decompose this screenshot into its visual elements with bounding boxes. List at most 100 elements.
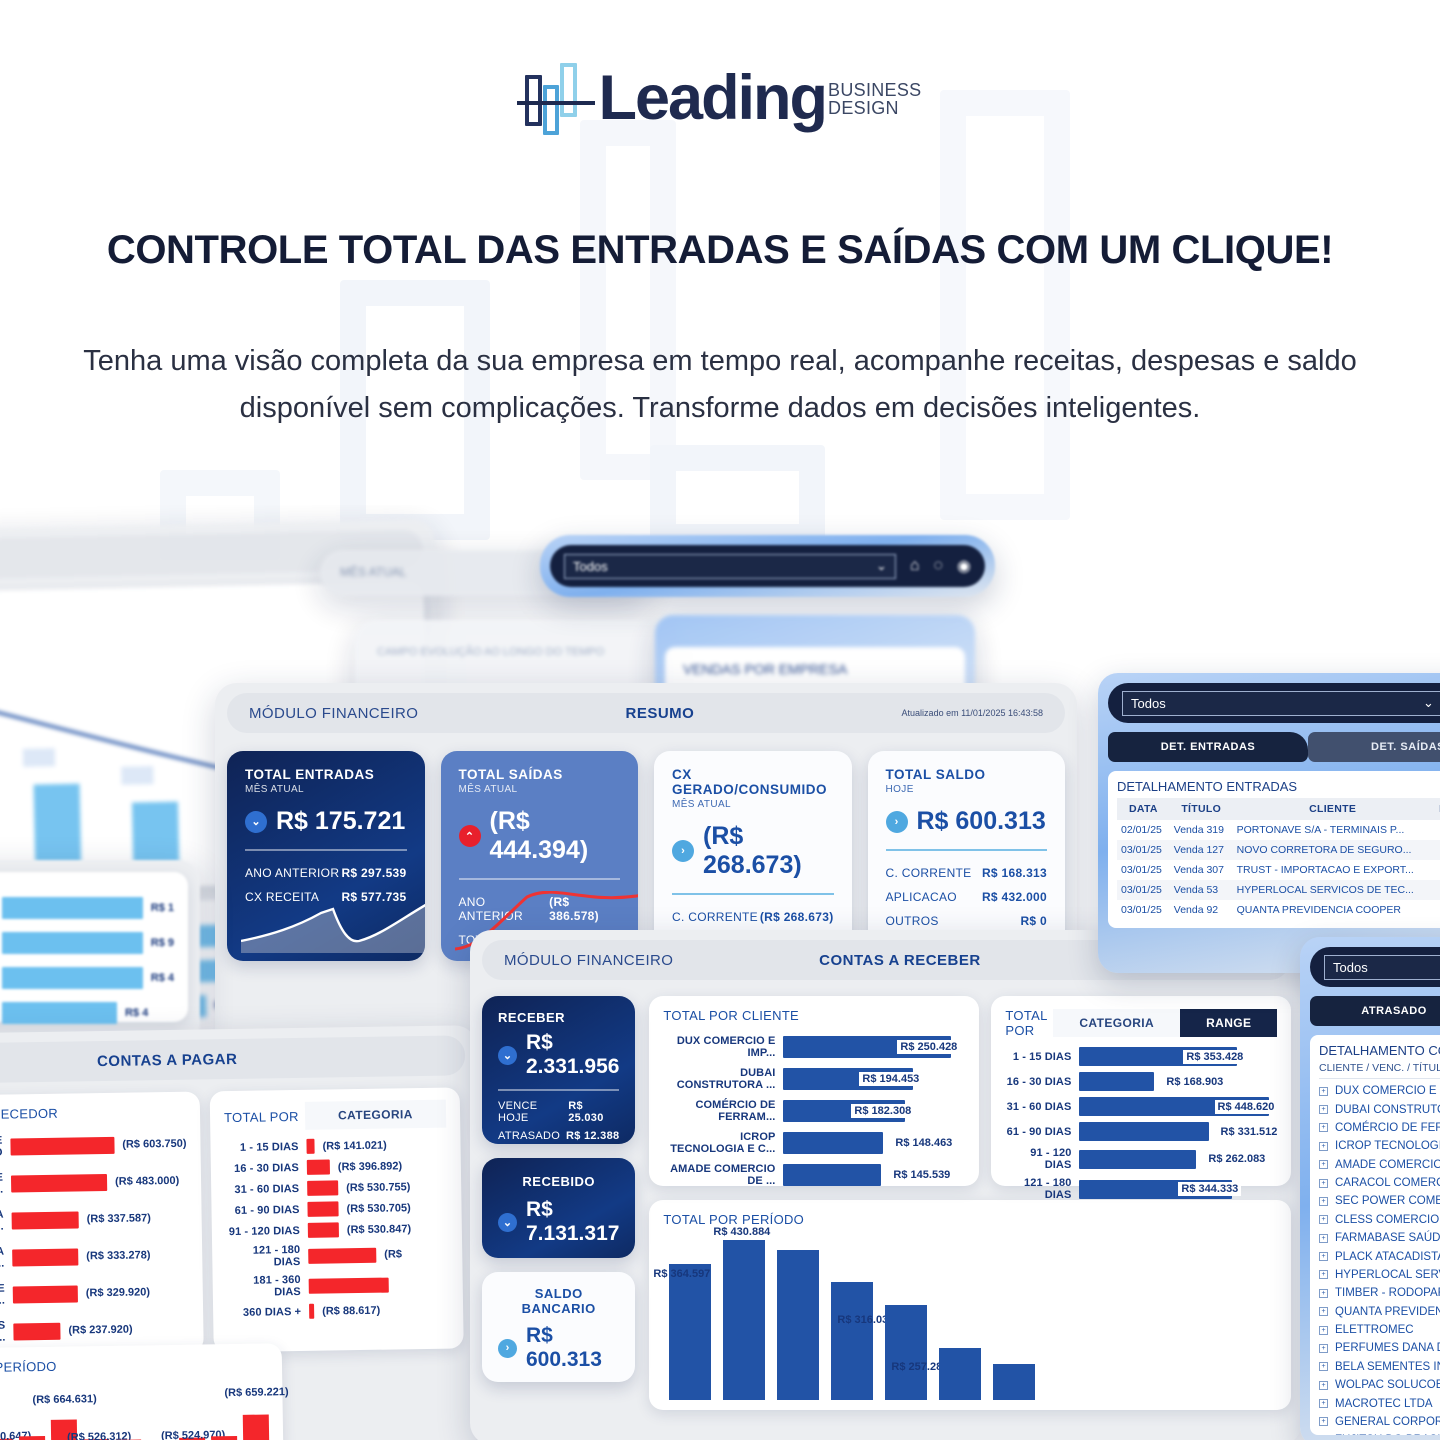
col-titulo[interactable]: TÍTULO	[1169, 798, 1233, 820]
tab-det-entradas[interactable]: DET. ENTRADAS	[1108, 732, 1308, 762]
expand-icon[interactable]: +	[1319, 1123, 1328, 1133]
list-item[interactable]: + CARACOL COMERCIO DE	[1319, 1174, 1440, 1192]
entradas-filter-select[interactable]: Todos ⌄	[1122, 690, 1440, 716]
home-icon[interactable]: ⌂	[909, 557, 920, 574]
expand-icon[interactable]: +	[1319, 1343, 1328, 1353]
bar-value: R$ 448.620	[1214, 1099, 1278, 1114]
list-item[interactable]: + MACROTEC LTDA	[1319, 1394, 1440, 1412]
expand-icon[interactable]: +	[1319, 1399, 1328, 1409]
list-item[interactable]: + HYPERLOCAL SERVICOS	[1319, 1266, 1440, 1284]
list-item[interactable]: + AMADE COMERCIO DE P	[1319, 1156, 1440, 1174]
bar-value: (R$ 237.920)	[68, 1323, 133, 1337]
tab-categoria[interactable]: CATEGORIA	[304, 1099, 447, 1130]
bar-label: 61 - 90 DIAS	[1006, 1125, 1072, 1138]
chevron-down-icon: ⌄	[245, 810, 267, 833]
info-icon[interactable]: ◉	[957, 558, 971, 575]
list-item[interactable]: + QUANTA PREVIDENCIA C	[1319, 1303, 1440, 1321]
entradas-table: DATA TÍTULO CLIENTE ENTRADA 02/01/25 Vend…	[1117, 798, 1440, 920]
expand-icon[interactable]: +	[1319, 1288, 1328, 1298]
chevron-down-icon: ⌄	[498, 1212, 517, 1232]
expand-icon[interactable]: +	[1319, 1086, 1328, 1096]
kpi-total-entradas[interactable]: TOTAL ENTRADAS MÊS ATUAL ⌄ R$ 175.721 AN…	[227, 751, 425, 961]
col-cliente[interactable]: CLIENTE	[1232, 798, 1433, 820]
chevron-down-icon: ⌄	[875, 558, 887, 573]
chevron-down-icon: ⌄	[498, 1045, 517, 1065]
bar-label: 91 - 120 DIAS	[228, 1224, 300, 1238]
kpi-receber[interactable]: RECEBER ⌄ R$ 2.331.956 VENCE HOJE R$ 25.0…	[482, 996, 636, 1144]
expand-icon[interactable]: +	[1319, 1141, 1328, 1151]
bar-value: R$ 148.463	[895, 1137, 953, 1149]
cliente-chart-title: TOTAL POR CLIENTE	[663, 1008, 800, 1023]
expand-icon[interactable]: +	[1319, 1215, 1328, 1225]
list-item[interactable]: +FUJITSU DO BRASIL LTDA	[1319, 1431, 1440, 1435]
tab-range[interactable]: RANGE	[1180, 1009, 1278, 1037]
bar-value: (R$ 88.617)	[322, 1304, 381, 1318]
list-item[interactable]: + TIMBER - RODOPARANA	[1319, 1284, 1440, 1302]
list-item[interactable]: + FARMABASE SAÚDE ANI	[1319, 1229, 1440, 1247]
bar-value: R$ 344.333	[1178, 1182, 1242, 1196]
fornecedor-chart-title: TOTAL POR FORNECEDOR	[0, 1105, 59, 1124]
kpi-saldo-bancario[interactable]: SALDO BANCARIO › R$ 600.313 C. CORRENTER…	[482, 1272, 636, 1382]
cell-cliente: HYPERLOCAL SERVICOS DE TEC...	[1232, 880, 1433, 900]
bar-label: SILLTINS CONSULTORIA...	[0, 1319, 6, 1346]
col-entrada[interactable]: ENTRADA	[1432, 798, 1440, 820]
tab-atrasado[interactable]: ATRASADO	[1310, 996, 1440, 1026]
bar-label: ALEXANDRE DE ABREU ...	[0, 1171, 4, 1197]
expand-icon[interactable]: +	[1319, 1252, 1328, 1262]
blurred-bars-card: V...R$ 1 AL...R$ 9 NC...R$ 4 EO...R$ 4	[0, 860, 200, 1045]
cell-titulo: Venda 319	[1173, 824, 1224, 836]
expand-icon[interactable]: +	[1319, 1270, 1328, 1280]
kpi-value: R$ 600.313	[916, 807, 1046, 835]
list-item[interactable]: + GENERAL CORPORATE NE	[1319, 1413, 1440, 1431]
list-item-label: MACROTEC LTDA	[1335, 1397, 1433, 1410]
bar-label: 31 - 60 DIAS	[1006, 1100, 1072, 1113]
list-item[interactable]: + PERFUMES DANA DO BRA	[1319, 1339, 1440, 1357]
list-item[interactable]: + PLACK ATACADISTA DE M	[1319, 1247, 1440, 1265]
col-data[interactable]: DATA	[1117, 798, 1170, 820]
kpi-title: TOTAL ENTRADAS	[245, 767, 375, 782]
bar-label: A&B CONSULTORIA EM...	[0, 1208, 4, 1234]
kpi-title: RECEBER	[498, 1010, 566, 1025]
list-item[interactable]: + BELA SEMENTES INDUSTR	[1319, 1358, 1440, 1376]
list-item[interactable]: + ELETTROMEC	[1319, 1321, 1440, 1339]
list-item-label: CARACOL COMERCIO DE	[1335, 1177, 1440, 1190]
kpi-recebido[interactable]: RECEBIDO ⌄ R$ 7.131.317	[482, 1158, 636, 1258]
kpi-value: (R$ 444.394)	[489, 807, 589, 864]
list-item[interactable]: + WOLPAC SOLUCOES EM C	[1319, 1376, 1440, 1394]
list-item[interactable]: + SEC POWER COMERCIAL	[1319, 1192, 1440, 1210]
expand-icon[interactable]: +	[1319, 1196, 1328, 1206]
list-item-label: DUBAI CONSTRUTORA E	[1335, 1103, 1440, 1116]
expand-icon[interactable]: +	[1319, 1417, 1328, 1427]
expand-icon[interactable]: +	[1319, 1380, 1328, 1390]
total-por-label: TOTAL POR	[1005, 1008, 1048, 1038]
expand-icon[interactable]: +	[1319, 1178, 1328, 1188]
expand-icon[interactable]: +	[1319, 1160, 1328, 1170]
expand-icon[interactable]: +	[1319, 1325, 1328, 1335]
resumo-updated: Atualizado em 11/01/2025 16:43:58	[901, 708, 1043, 718]
list-item[interactable]: + COMÉRCIO DE FERRAME	[1319, 1119, 1440, 1137]
bar-label: MINISTÉRIO DA FAZEN...	[0, 1245, 5, 1271]
bar-value: (R$ 329.920)	[85, 1286, 151, 1300]
expand-icon[interactable]: +	[1319, 1105, 1328, 1115]
cell-cliente: PORTONAVE S/A - TERMINAIS P...	[1236, 824, 1405, 836]
whatsapp-icon[interactable]: ◌	[933, 557, 944, 574]
expand-icon[interactable]: +	[1319, 1307, 1328, 1317]
list-item[interactable]: + CLESS COMERCIO DE CO	[1319, 1211, 1440, 1229]
bar-value: (R$ 530.847)	[346, 1222, 412, 1236]
filter-select[interactable]: Todos ⌄	[564, 553, 896, 579]
list-item[interactable]: + DUBAI CONSTRUTORA E	[1319, 1100, 1440, 1118]
chevron-up-icon: ⌃	[458, 825, 481, 847]
tab-categoria[interactable]: CATEGORIA	[1053, 1009, 1181, 1037]
list-item-label: HYPERLOCAL SERVICOS	[1335, 1268, 1440, 1281]
list-item[interactable]: + DUX COMERCIO E IMPOR	[1319, 1082, 1440, 1100]
tab-det-saidas[interactable]: DET. SAÍDAS	[1308, 732, 1440, 762]
total-por-categoria-card-pagar: TOTAL POR CATEGORIA 1 - 15 DIAS (R$ 141.0…	[209, 1087, 464, 1353]
list-item[interactable]: + ICROP TECNOLOGIA E C	[1319, 1137, 1440, 1155]
contas-filter-select[interactable]: Todos ⌄	[1324, 954, 1440, 980]
expand-icon[interactable]: +	[1319, 1362, 1328, 1372]
bar-label: 1 - 15 DIAS	[239, 1140, 299, 1154]
bar-label: BMF FIERCE CONTABILI...	[0, 1282, 6, 1308]
expand-icon[interactable]: +	[1319, 1233, 1328, 1243]
table-row: 03/01/25 Venda 127 NOVO CORRETORA DE SEGUR…	[1117, 840, 1440, 860]
kpi-total-saldo[interactable]: TOTAL SALDO HOJE › R$ 600.313 C. CORRENT…	[867, 751, 1065, 961]
